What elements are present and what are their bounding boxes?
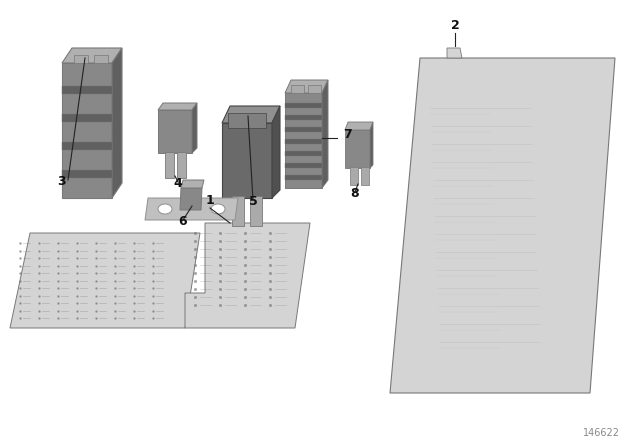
Polygon shape <box>185 223 310 328</box>
Polygon shape <box>74 55 88 63</box>
Polygon shape <box>285 175 322 180</box>
Polygon shape <box>192 103 197 153</box>
Polygon shape <box>285 93 322 188</box>
Polygon shape <box>145 198 238 220</box>
Polygon shape <box>447 48 462 58</box>
Polygon shape <box>285 139 322 144</box>
Text: 6: 6 <box>179 215 188 228</box>
Polygon shape <box>94 55 108 63</box>
Polygon shape <box>158 103 197 110</box>
Polygon shape <box>62 170 112 178</box>
Text: 2: 2 <box>451 19 460 32</box>
Polygon shape <box>285 80 328 93</box>
Polygon shape <box>345 122 373 130</box>
Polygon shape <box>350 167 358 185</box>
Polygon shape <box>222 123 272 198</box>
Polygon shape <box>165 152 174 178</box>
Polygon shape <box>228 113 266 128</box>
Polygon shape <box>62 48 122 63</box>
Polygon shape <box>285 127 322 132</box>
Ellipse shape <box>211 204 225 214</box>
Text: 4: 4 <box>173 177 182 190</box>
Polygon shape <box>285 103 322 108</box>
Text: 7: 7 <box>344 128 353 141</box>
Text: 8: 8 <box>351 187 359 200</box>
Polygon shape <box>62 114 112 122</box>
Polygon shape <box>308 85 321 93</box>
Polygon shape <box>62 63 112 198</box>
Text: 1: 1 <box>205 194 214 207</box>
Polygon shape <box>250 196 262 226</box>
Polygon shape <box>291 85 304 93</box>
Polygon shape <box>62 86 112 94</box>
Text: 3: 3 <box>58 175 67 188</box>
Polygon shape <box>10 233 200 328</box>
Polygon shape <box>112 48 122 198</box>
Polygon shape <box>177 152 186 178</box>
Text: 5: 5 <box>248 195 257 208</box>
Polygon shape <box>361 167 369 185</box>
Polygon shape <box>62 142 112 150</box>
Polygon shape <box>222 106 280 123</box>
Polygon shape <box>345 130 370 168</box>
Text: 146622: 146622 <box>583 428 620 438</box>
Polygon shape <box>285 115 322 120</box>
Polygon shape <box>285 151 322 156</box>
Ellipse shape <box>158 204 172 214</box>
Polygon shape <box>390 58 615 393</box>
Polygon shape <box>370 122 373 168</box>
Polygon shape <box>285 163 322 168</box>
Polygon shape <box>158 110 192 153</box>
Polygon shape <box>322 80 328 188</box>
Polygon shape <box>272 106 280 198</box>
Polygon shape <box>181 180 204 188</box>
Polygon shape <box>180 188 202 210</box>
Polygon shape <box>232 196 244 226</box>
